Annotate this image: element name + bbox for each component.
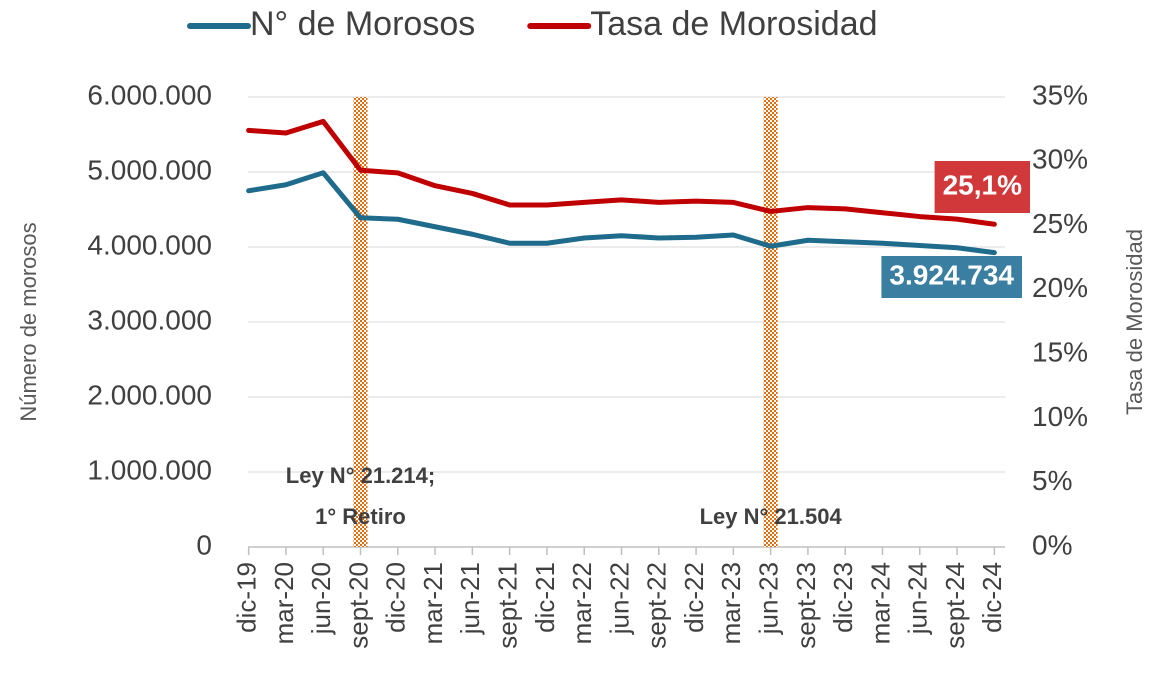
y2-tick-label: 30% [1032,144,1088,175]
x-tick-label: dic-19 [232,562,262,633]
annotation: 1° Retiro [315,504,406,529]
y-tick-label: 4.000.000 [87,229,212,260]
y2-tick-label: 0% [1032,529,1072,560]
legend-label: Tasa de Morosidad [590,5,877,43]
y2-axis-title: Tasa de Morosidad [1122,229,1147,415]
x-tick-label: dic-24 [977,562,1007,633]
x-tick-label: sept-22 [642,562,672,649]
x-tick-label: dic-20 [381,562,411,633]
data-label-box [881,256,1022,298]
x-tick-label: jun-20 [306,562,336,635]
data-label: 3.924.734 [889,259,1014,290]
x-tick-label: jun-23 [754,562,784,635]
y2-tick-label: 20% [1032,272,1088,303]
event-band [353,97,368,547]
y-tick-label: 0 [196,529,212,560]
x-tick-label: dic-22 [679,562,709,633]
x-tick-label: sept-21 [493,562,523,649]
annotation: Ley N° 21.214; [286,463,435,488]
series-line [246,170,997,256]
series-line [246,118,997,227]
x-tick-label: mar-23 [716,562,746,644]
x-tick-label: dic-23 [828,562,858,633]
y-tick-label: 5.000.000 [87,154,212,185]
data-label-box [934,161,1030,213]
x-tick-label: mar-24 [865,562,895,644]
y2-tick-label: 5% [1032,465,1072,496]
y-tick-label: 6.000.000 [87,79,212,110]
legend-label: N° de Morosos [250,5,475,43]
y-tick-label: 2.000.000 [87,379,212,410]
x-tick-label: jun-22 [604,562,634,635]
x-tick-label: jun-21 [455,562,485,635]
x-tick-label: mar-20 [269,562,299,644]
y2-tick-label: 15% [1032,337,1088,368]
x-tick-label: sept-23 [791,562,821,649]
y2-tick-label: 35% [1032,79,1088,110]
x-tick-label: sept-20 [343,562,373,649]
y2-tick-label: 25% [1032,208,1088,239]
x-tick-label: mar-21 [418,562,448,644]
y-tick-label: 1.000.000 [87,454,212,485]
y2-tick-label: 10% [1032,401,1088,432]
y-axis-title: Número de morosos [16,222,41,421]
data-label: 25,1% [943,169,1022,200]
event-band [763,97,778,547]
x-tick-label: jun-24 [903,562,933,635]
x-tick-label: mar-22 [567,562,597,644]
x-tick-label: sept-24 [940,562,970,649]
x-tick-label: dic-21 [530,562,560,633]
y-tick-label: 3.000.000 [87,304,212,335]
annotation: Ley N° 21.504 [700,504,843,529]
